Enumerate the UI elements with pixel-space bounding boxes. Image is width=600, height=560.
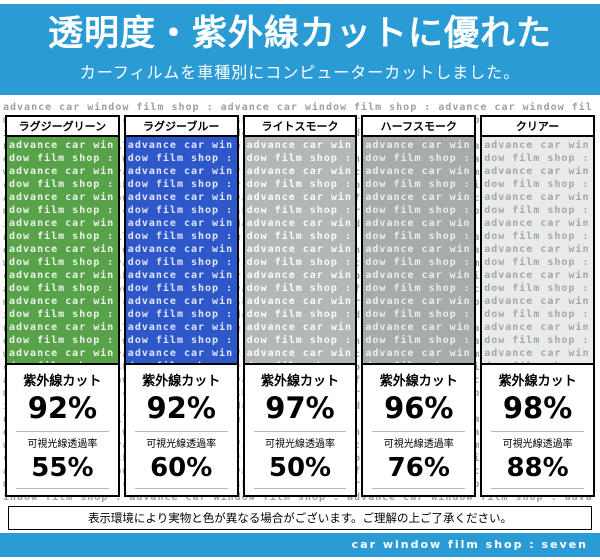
film-name-label: ラグジーグリーン (7, 117, 118, 137)
film-card-half-smoke: ハーフスモーク advance car window film shop : a… (361, 115, 477, 497)
film-stats: 紫外線カット 97% 可視光線透過率 50% (244, 363, 356, 495)
uv-cut-label: 紫外線カット (142, 374, 221, 389)
film-comparison-panel: advance car window film shop : advance c… (0, 100, 600, 502)
header-banner: 透明度・紫外線カットに優れた カーフィルムを車種別にコンピューターカットしました… (0, 4, 600, 95)
film-stats: 紫外線カット 92% 可視光線透過率 55% (7, 363, 118, 495)
visible-light-value: 76% (372, 452, 466, 489)
uv-cut-value: 92% (16, 391, 109, 432)
page-title: 透明度・紫外線カットに優れた (47, 14, 552, 54)
film-name-label: ライトスモーク (244, 117, 356, 137)
disclaimer-text: 表示環境により実物と色が異なる場合がございます。ご理解の上ご了承ください。 (8, 506, 592, 530)
film-stats: 紫外線カット 92% 可視光線透過率 60% (125, 363, 237, 495)
uv-cut-value: 96% (372, 391, 466, 432)
uv-cut-label: 紫外線カット (260, 374, 339, 389)
film-card-light-smoke: ライトスモーク advance car window film shop : a… (242, 115, 358, 497)
visible-light-label: 可視光線透過率 (502, 439, 573, 450)
uv-cut-label: 紫外線カット (498, 374, 577, 389)
film-card-luxury-green: ラグジーグリーン advance car window film shop : … (5, 115, 120, 497)
film-sample-swatch: advance car window film shop : advance c… (125, 137, 237, 363)
disclaimer-section: 表示環境により実物と色が異なる場合がございます。ご理解の上ご了承ください。 (0, 502, 600, 533)
film-card-clear: クリアー advance car window film shop : adva… (480, 115, 595, 497)
footer-bar: car window film shop : seven (0, 533, 600, 557)
film-stats: 紫外線カット 96% 可視光線透過率 76% (363, 363, 475, 495)
film-sample-swatch: advance car window film shop : advance c… (244, 137, 356, 363)
visible-light-value: 88% (491, 452, 584, 489)
uv-cut-value: 98% (491, 391, 584, 432)
film-cards-row: ラグジーグリーン advance car window film shop : … (0, 100, 600, 497)
visible-light-label: 可視光線透過率 (146, 439, 217, 450)
film-card-luxury-blue: ラグジーブルー advance car window film shop : a… (123, 115, 239, 497)
film-sample-swatch: advance car window film shop : advance c… (482, 137, 593, 363)
visible-light-label: 可視光線透過率 (27, 439, 98, 450)
visible-light-value: 60% (134, 452, 228, 489)
visible-light-value: 55% (16, 452, 109, 489)
uv-cut-label: 紫外線カット (23, 374, 102, 389)
film-name-label: ハーフスモーク (363, 117, 475, 137)
film-name-label: ラグジーブルー (125, 117, 237, 137)
film-sample-swatch: advance car window film shop : advance c… (363, 137, 475, 363)
uv-cut-label: 紫外線カット (379, 374, 458, 389)
visible-light-value: 50% (253, 452, 347, 489)
visible-light-label: 可視光線透過率 (264, 439, 335, 450)
film-name-label: クリアー (482, 117, 593, 137)
film-sample-swatch: advance car window film shop : advance c… (7, 137, 118, 363)
visible-light-label: 可視光線透過率 (383, 439, 454, 450)
uv-cut-value: 97% (253, 391, 347, 432)
page-subtitle: カーフィルムを車種別にコンピューターカットしました。 (79, 63, 521, 82)
film-stats: 紫外線カット 98% 可視光線透過率 88% (482, 363, 593, 495)
uv-cut-value: 92% (134, 391, 228, 432)
shop-name-text: car window film shop : seven (351, 538, 588, 551)
